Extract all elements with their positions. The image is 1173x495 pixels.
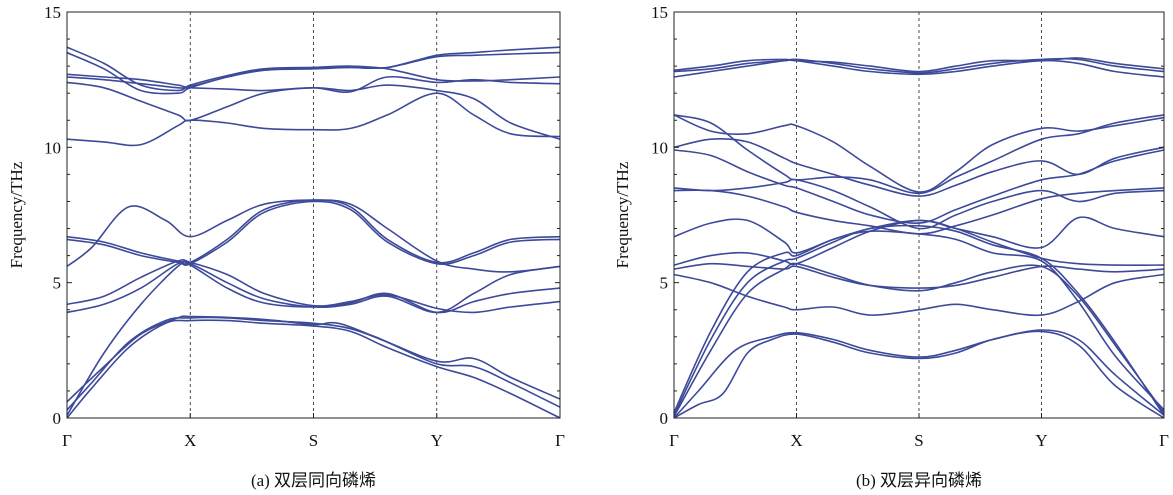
x-tick-label: Γ [669,431,679,450]
y-tick-label: 10 [651,138,668,157]
band-series-9 [66,92,561,147]
band-series-1 [673,329,1165,419]
band-series-8 [673,216,1165,254]
panel-caption: (a) 双层同向磷烯 [251,471,376,490]
y-tick-label: 0 [53,409,62,428]
y-tick-label: 0 [660,409,669,428]
band-series-17 [673,57,1165,73]
band-series-15 [673,59,1165,78]
band-series-6 [673,262,1165,289]
band-series-2 [66,315,561,403]
band-series-8 [66,199,561,265]
panel-caption: (b) 双层异向磷烯 [856,471,982,490]
band-series-7 [673,219,1165,266]
panel-a-chart: 0 5 10 15 Γ X S Y Γ Frequency/THz (a) 双层同向磷烯 [7,3,565,490]
y-tick-label: 5 [53,274,62,293]
band-series-13 [673,114,1165,195]
band-series-6 [66,199,561,273]
y-tick-label: 10 [44,138,61,157]
x-tick-label: Γ [62,431,72,450]
band-series-3 [66,260,561,416]
x-tick-label: S [309,431,318,450]
band-series-16 [673,57,1165,74]
band-series-0 [673,330,1165,419]
band-series-0 [66,319,561,419]
band-series-10 [673,178,1165,230]
y-tick-label: 5 [660,274,669,293]
x-tick-label: Y [1035,431,1047,450]
y-tick-label: 15 [651,3,668,22]
band-series-7 [66,200,561,266]
band-series-11 [66,75,561,93]
x-tick-label: S [914,431,923,450]
y-axis-label: Frequency/THz [7,161,26,268]
band-series-14 [673,114,1165,193]
band-series-12 [673,138,1165,197]
panel-b-chart: 0 5 10 15 Γ X S Y Γ Frequency/THz (b) 双层异向磷烯 [613,3,1169,490]
band-series-4 [66,260,561,314]
band-series-5 [673,273,1165,317]
band-series-3 [673,224,1165,416]
band-series-9 [673,187,1165,235]
y-tick-label: 15 [44,3,61,22]
x-tick-label: X [790,431,802,450]
x-tick-label: Γ [1159,431,1169,450]
x-tick-label: Y [431,431,443,450]
band-series-13 [66,46,561,95]
band-series-11 [673,149,1165,224]
band-series-5 [66,258,561,314]
y-axis-label: Frequency/THz [613,161,632,268]
x-tick-label: X [184,431,196,450]
band-series-2 [673,262,1165,417]
x-tick-label: Γ [555,431,565,450]
band-series-14 [66,46,561,92]
